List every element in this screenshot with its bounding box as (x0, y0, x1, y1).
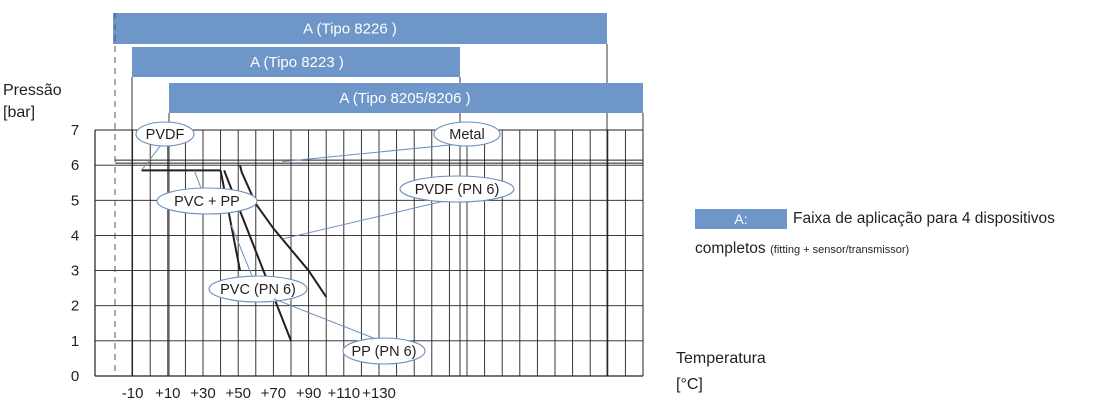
application-ranges: A (Tipo 8226 ) A (Tipo 8223 ) A (Tipo 8205… (113, 13, 644, 376)
x-tick-label: +50 (225, 385, 250, 400)
callout-bubble (208, 275, 308, 303)
series-line (239, 164, 328, 298)
legend-description-note: (fitting + sensor/transmissor) (770, 244, 910, 256)
callout-label: PVDF (146, 127, 185, 143)
y-axis-label-line1: Pressão (3, 82, 62, 99)
callout-bubble (342, 337, 426, 365)
x-tick-label: +130 (362, 385, 396, 400)
callout-leader (282, 198, 452, 240)
y-tick-label: 3 (71, 263, 79, 280)
callout-bubble (135, 121, 195, 147)
y-tick-label: 0 (71, 368, 79, 385)
series-line (219, 170, 241, 271)
x-tick-label: +70 (261, 385, 286, 400)
legend-swatch: A: (695, 209, 787, 229)
callout-label: PVC + PP (174, 194, 240, 210)
callout-label: PVDF (PN 6) (415, 182, 500, 198)
range-label: A (Tipo 8226 ) (303, 21, 397, 38)
legend-description: Faixa de aplicação para 4 dispositivos (793, 210, 1055, 227)
callout-leader (193, 170, 203, 191)
y-tick-label: 1 (71, 333, 79, 350)
range-bar (169, 83, 643, 113)
callout-leader (273, 298, 381, 342)
y-tick-label: 2 (71, 298, 79, 315)
x-axis-label-line2: [°C] (676, 376, 703, 393)
legend-description-cont: completos (695, 240, 766, 257)
legend: A: Faixa de aplicação para 4 dispositivo… (695, 208, 1104, 258)
y-tick-label: 6 (71, 157, 79, 174)
x-tick-label: +110 (327, 385, 360, 400)
range-bar (113, 13, 607, 44)
callout-label: Metal (449, 127, 484, 143)
callout-bubble (399, 175, 515, 203)
callout-label: PP (PN 6) (351, 344, 416, 360)
range-label: A (Tipo 8223 ) (250, 54, 344, 71)
range-label: A (Tipo 8205/8206 ) (339, 90, 470, 107)
callout-label: PVC (PN 6) (220, 282, 296, 298)
y-tick-label: 7 (71, 122, 79, 139)
range-bar (132, 47, 460, 77)
y-axis-label-line2: [bar] (3, 104, 35, 121)
callout-leader (282, 143, 464, 163)
callout-leader (230, 224, 254, 279)
callout-bubble (433, 121, 501, 147)
legend-row-1: A: Faixa de aplicação para 4 dispositivo… (695, 208, 1104, 230)
y-tick-label: 5 (71, 192, 79, 209)
legend-row-2: completos (fitting + sensor/transmissor) (695, 240, 1104, 258)
x-tick-label: +30 (190, 385, 215, 400)
axes: 0 1 2 3 4 5 6 7 -10 +10 +30 +50 +70 +90 +110 +130 (71, 122, 643, 400)
x-tick-label: +10 (155, 385, 180, 400)
y-tick-label: 4 (71, 227, 79, 244)
x-tick-label: -10 (122, 385, 144, 400)
callout-leader (141, 143, 163, 171)
reference-lines (115, 159, 643, 164)
x-tick-label: +90 (296, 385, 321, 400)
callout-bubble (156, 187, 258, 215)
x-axis-label-line1: Temperatura (676, 350, 766, 367)
callouts: PVDF Metal PVC + PP PVDF (PN 6) PVC (PN 6) PP… (135, 121, 515, 365)
